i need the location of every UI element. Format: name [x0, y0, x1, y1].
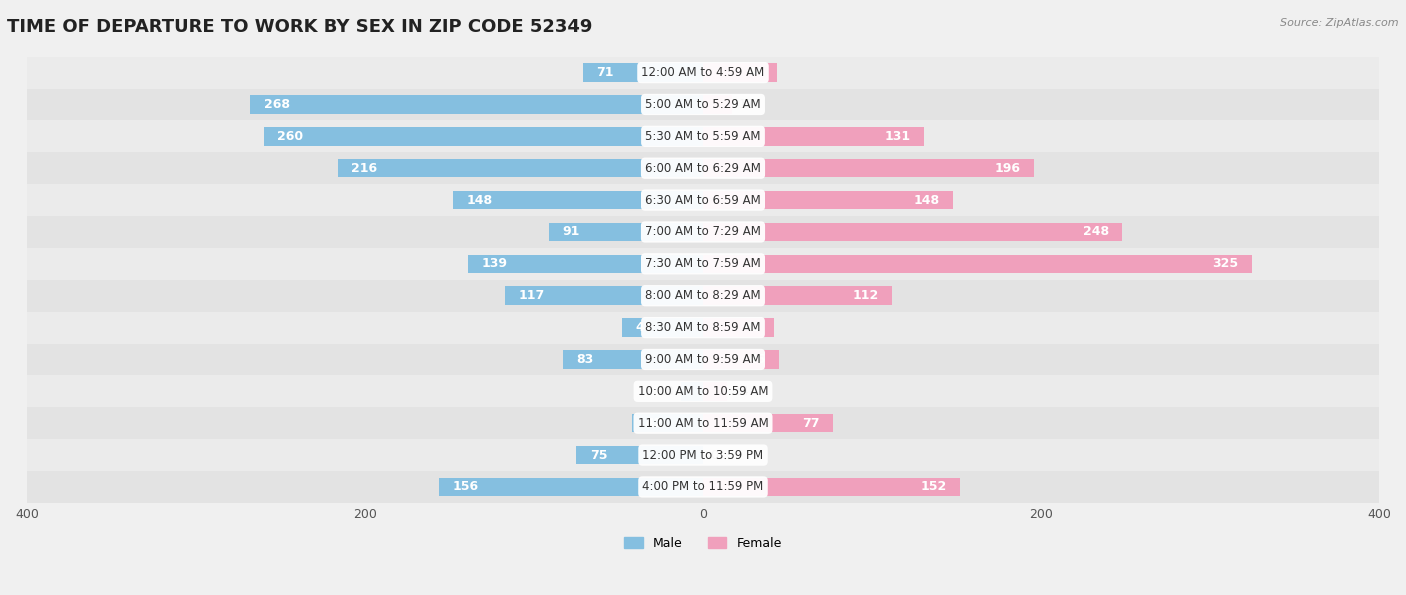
Text: 268: 268 — [263, 98, 290, 111]
Text: 7:00 AM to 7:29 AM: 7:00 AM to 7:29 AM — [645, 226, 761, 239]
Bar — [250, 95, 703, 114]
Bar — [703, 286, 893, 305]
Text: 12:00 AM to 4:59 AM: 12:00 AM to 4:59 AM — [641, 66, 765, 79]
Bar — [621, 318, 703, 337]
Text: 4:00 PM to 11:59 PM: 4:00 PM to 11:59 PM — [643, 480, 763, 493]
Bar — [27, 439, 1379, 471]
Bar — [337, 159, 703, 177]
Text: 248: 248 — [1083, 226, 1109, 239]
Bar — [703, 127, 924, 146]
Text: 6:30 AM to 6:59 AM: 6:30 AM to 6:59 AM — [645, 193, 761, 206]
Bar — [550, 223, 703, 241]
Text: 17: 17 — [738, 98, 755, 111]
Bar — [505, 286, 703, 305]
Text: 48: 48 — [636, 321, 652, 334]
Text: 260: 260 — [277, 130, 304, 143]
Text: 8:30 AM to 8:59 AM: 8:30 AM to 8:59 AM — [645, 321, 761, 334]
Text: 10:00 AM to 10:59 AM: 10:00 AM to 10:59 AM — [638, 385, 768, 398]
Text: 7:30 AM to 7:59 AM: 7:30 AM to 7:59 AM — [645, 257, 761, 270]
Text: 9:00 AM to 9:59 AM: 9:00 AM to 9:59 AM — [645, 353, 761, 366]
Text: 42: 42 — [645, 416, 664, 430]
Text: 156: 156 — [453, 480, 479, 493]
Bar — [27, 471, 1379, 503]
Bar — [27, 152, 1379, 184]
Text: 6:00 AM to 6:29 AM: 6:00 AM to 6:29 AM — [645, 162, 761, 175]
Bar — [27, 89, 1379, 120]
Bar — [27, 216, 1379, 248]
Bar — [27, 375, 1379, 407]
Bar — [439, 478, 703, 496]
Text: 216: 216 — [352, 162, 378, 175]
Text: 196: 196 — [995, 162, 1021, 175]
Bar — [27, 184, 1379, 216]
Text: TIME OF DEPARTURE TO WORK BY SEX IN ZIP CODE 52349: TIME OF DEPARTURE TO WORK BY SEX IN ZIP … — [7, 18, 592, 36]
Text: 44: 44 — [747, 66, 763, 79]
Text: 117: 117 — [519, 289, 546, 302]
Bar — [703, 318, 773, 337]
Bar — [703, 414, 834, 433]
Text: 75: 75 — [589, 449, 607, 462]
Bar — [263, 127, 703, 146]
Text: 8:00 AM to 8:29 AM: 8:00 AM to 8:29 AM — [645, 289, 761, 302]
Bar — [27, 280, 1379, 312]
Bar — [27, 57, 1379, 89]
Bar — [703, 159, 1035, 177]
Bar — [703, 95, 731, 114]
Text: 325: 325 — [1212, 257, 1239, 270]
Bar — [703, 223, 1122, 241]
Text: 152: 152 — [920, 480, 946, 493]
Bar — [562, 350, 703, 369]
Text: 5:30 AM to 5:59 AM: 5:30 AM to 5:59 AM — [645, 130, 761, 143]
Text: 11:00 AM to 11:59 AM: 11:00 AM to 11:59 AM — [638, 416, 768, 430]
Bar — [27, 343, 1379, 375]
Bar — [27, 312, 1379, 343]
Bar — [703, 478, 960, 496]
Bar — [453, 191, 703, 209]
Text: 42: 42 — [742, 321, 761, 334]
Bar — [27, 120, 1379, 152]
Text: 139: 139 — [482, 257, 508, 270]
Text: Source: ZipAtlas.com: Source: ZipAtlas.com — [1281, 18, 1399, 28]
Text: 0: 0 — [710, 449, 717, 462]
Bar — [583, 63, 703, 82]
Bar — [468, 255, 703, 273]
Bar — [576, 446, 703, 464]
Bar — [703, 350, 779, 369]
Text: 14: 14 — [734, 385, 749, 398]
Bar — [633, 414, 703, 433]
Text: 13: 13 — [658, 385, 675, 398]
Text: 12:00 PM to 3:59 PM: 12:00 PM to 3:59 PM — [643, 449, 763, 462]
Bar — [703, 382, 727, 400]
Bar — [681, 382, 703, 400]
Text: 77: 77 — [801, 416, 820, 430]
Text: 91: 91 — [562, 226, 581, 239]
Text: 148: 148 — [914, 193, 939, 206]
Text: 83: 83 — [576, 353, 593, 366]
Bar — [703, 191, 953, 209]
Bar — [27, 248, 1379, 280]
Text: 131: 131 — [884, 130, 911, 143]
Bar — [27, 407, 1379, 439]
Text: 45: 45 — [748, 353, 765, 366]
Text: 71: 71 — [596, 66, 614, 79]
Text: 5:00 AM to 5:29 AM: 5:00 AM to 5:29 AM — [645, 98, 761, 111]
Text: 112: 112 — [852, 289, 879, 302]
Bar — [703, 63, 778, 82]
Legend: Male, Female: Male, Female — [619, 532, 787, 555]
Text: 148: 148 — [467, 193, 492, 206]
Bar — [703, 255, 1253, 273]
